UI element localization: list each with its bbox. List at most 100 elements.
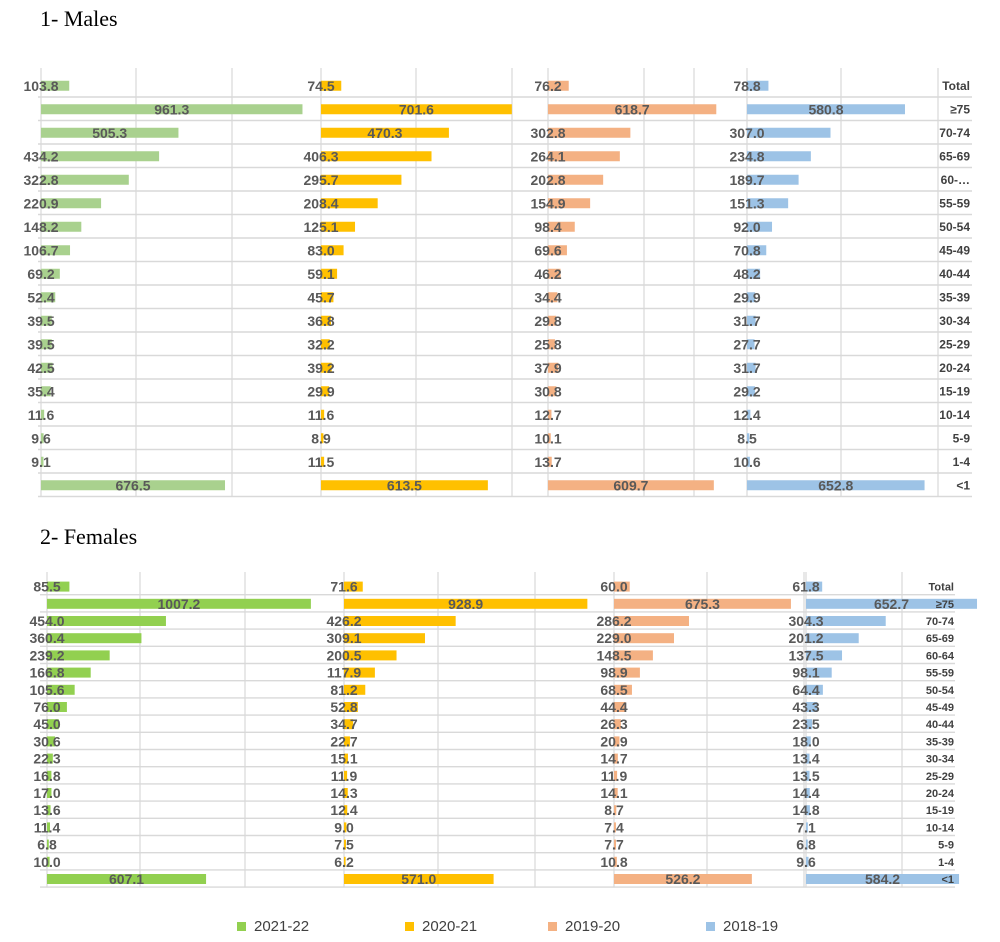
category-label: 10-14 [939,408,970,422]
bar-2018-19-50-54 [747,221,773,232]
bar-2019-20-30-34 [548,315,557,326]
bar-2018-19-50-54 [806,684,823,695]
data-label: 20.9 [600,733,627,749]
category-label: 70-74 [926,616,955,628]
legend-item-2020-21: 2020-21 [405,918,477,935]
data-label: 60.0 [600,579,627,595]
data-label: 31.7 [733,313,760,329]
data-label: 44.4 [600,699,627,715]
category-label: 65-69 [939,150,970,164]
bar-2020-21-40-44 [321,268,338,279]
bar-2021-22-70-74 [41,127,179,138]
data-label: 151.3 [729,195,764,211]
data-label: 13.5 [792,768,819,784]
data-label: 13.6 [33,802,60,818]
data-label: 103.8 [23,78,58,94]
bar-2021-22-70-74 [47,616,166,626]
data-label: 470.3 [367,125,402,141]
bar-2021-22-45-49 [47,702,67,712]
category-label: 45-49 [939,244,970,258]
bar-2020-21-25-29 [344,770,348,781]
bar-2021-22-1 [47,874,207,884]
category-label: 40-44 [939,267,970,281]
bar-2020-21-15-19 [321,386,330,397]
bar-2020-21-50-54 [321,221,356,232]
data-label: 11.9 [601,768,628,784]
bar-2021-22-35-39 [41,292,56,303]
bar-2019-20-25-29 [548,339,556,350]
data-label: 584.2 [865,871,900,887]
bar-2021-22-50-54 [41,221,82,232]
bar-2019-20-40-44 [548,268,561,279]
legend: 2021-22 2020-21 2019-20 2018-19 [0,918,1000,938]
data-label: 34.4 [534,289,561,305]
data-label: 154.9 [530,195,565,211]
data-label: 106.7 [23,242,58,258]
data-label: 148.5 [596,647,631,663]
data-label: 189.7 [729,172,764,188]
bar-2018-19-Total [806,581,823,592]
data-label: 13.7 [534,454,561,470]
bar-2021-22-25-29 [41,339,52,350]
data-label: 675.3 [685,596,720,612]
category-label: 35-39 [939,291,970,305]
bar-2019-20-15-19 [548,386,557,397]
bar-2021-22-15-19 [47,805,51,816]
bar-2020-21-1-4 [344,856,346,867]
bar-2018-19-5-9 [747,433,750,444]
bar-2019-20-50-54 [548,221,575,232]
category-label: 5-9 [938,840,954,852]
bar-2018-19-35-39 [806,736,811,747]
data-label: 22.3 [33,751,60,767]
bar-2020-21-Total [344,581,363,592]
bar-2020-21-10-14 [321,409,325,420]
bar-2019-20-35-39 [614,736,620,747]
category-label: 10-14 [926,822,955,834]
bar-2021-22-5-9 [41,433,44,444]
data-label: 69.2 [27,266,54,282]
bar-2021-22-Total [47,581,70,592]
bar-2018-19-30-34 [747,315,756,326]
bar-2019-20-55-59 [614,667,640,678]
data-label: 22.7 [330,733,357,749]
bar-2020-21-70-74 [321,127,449,138]
bar-2021-22-30-34 [41,315,52,326]
data-label: 35.4 [27,383,54,399]
data-label: 295.7 [303,172,338,188]
category-label: <1 [956,479,970,493]
data-label: 286.2 [596,613,631,629]
category-label: 15-19 [939,385,970,399]
legend-label: 2021-22 [254,918,310,935]
data-label: 9.6 [31,430,51,446]
bar-2021-22-5-9 [47,839,49,850]
data-label: 27.7 [733,336,760,352]
data-label: 76.2 [534,78,561,94]
category-label: 20-24 [926,788,955,800]
males-section-title: 1- Males [40,6,118,31]
bar-2020-21-55-59 [344,667,375,678]
bar-2018-19-15-19 [747,386,755,397]
bar-2020-21-75 [344,598,588,609]
bar-2020-21-30-34 [344,753,348,764]
data-label: 9.1 [31,454,51,470]
bar-2020-21-1 [344,874,494,884]
data-label: 609.7 [613,477,648,493]
data-label: 607.1 [109,871,144,887]
data-label: 426.2 [326,613,361,629]
bar-2021-22-1-4 [47,856,50,867]
bar-2018-19-40-44 [747,268,761,279]
data-label: 6.2 [334,854,354,870]
bar-2018-19-70-74 [806,616,886,626]
data-label: 85.5 [33,579,60,595]
legend-item-2019-20: 2019-20 [548,918,620,935]
bar-2020-21-15-19 [344,805,348,816]
bar-2020-21-1 [321,480,488,491]
bar-2021-22-1 [41,480,226,491]
bar-2018-19-75 [747,104,905,115]
category-label: 35-39 [926,736,954,748]
category-label: Total [942,79,970,93]
category-label: 60-64 [926,650,955,662]
category-label: 25-29 [926,771,954,783]
bar-2019-20-15-19 [614,805,617,816]
bar-2018-19-35-39 [747,292,756,303]
